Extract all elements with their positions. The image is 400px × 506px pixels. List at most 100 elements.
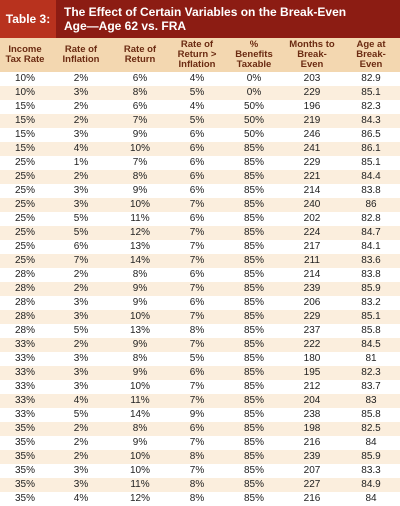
table-cell: 85% [243,157,264,168]
table-cell: 86 [365,199,377,210]
table-cell: 4% [73,395,89,406]
table-cell: 25% [14,255,35,266]
table-cell: 85.1 [361,157,381,168]
table-row: 28% 2% 8% 6% 85% 214 83.8 [0,268,400,282]
table-cell: 3% [73,87,89,98]
table-cell: 237 [303,325,321,336]
table-cell: 14% [129,409,150,420]
table-cell: 246 [303,129,321,140]
table-cell: 7% [132,115,148,126]
table-cell: 82.8 [361,213,381,224]
table-cell: 25% [14,241,35,252]
table-cell: 15% [14,115,35,126]
column-header: Income Tax Rate [5,44,45,65]
table-row: 33% 3% 10% 7% 85% 212 83.7 [0,380,400,394]
table-cell: 85% [243,185,264,196]
table-cell: 85% [243,311,264,322]
table-cell: 1% [73,157,89,168]
table-cell: 9% [132,437,148,448]
table-cell: 28% [14,325,35,336]
table-cell: 85% [243,395,264,406]
table-cell: 9% [132,185,148,196]
table-cell: 7% [189,255,205,266]
table-cell: 3% [73,311,89,322]
table-row: 15% 2% 6% 4% 50% 196 82.3 [0,100,400,114]
table-cell: 15% [14,129,35,140]
table-cell: 85.8 [361,409,381,420]
table-cell: 84 [365,437,377,448]
table-cell: 6% [73,241,89,252]
table-cell: 227 [303,479,321,490]
table-cell: 5% [73,325,89,336]
table-cell: 25% [14,227,35,238]
table-cell: 229 [303,311,321,322]
table-cell: 6% [189,213,205,224]
table-row: 15% 2% 7% 5% 50% 219 84.3 [0,114,400,128]
table-row: 35% 2% 8% 6% 85% 198 82.5 [0,422,400,436]
table-row: 35% 2% 10% 8% 85% 239 85.9 [0,450,400,464]
column-header: % Benefits Taxable [235,39,273,70]
table-cell: 85.8 [361,325,381,336]
table-cell: 85% [243,493,264,504]
table-row: 25% 6% 13% 7% 85% 217 84.1 [0,240,400,254]
table-cell: 239 [303,283,321,294]
table-cell: 11% [130,479,150,490]
table-cell: 196 [303,101,321,112]
table-cell: 28% [14,311,35,322]
table-cell: 7% [189,339,205,350]
table-row: 25% 7% 14% 7% 85% 211 83.6 [0,254,400,268]
table-cell: 35% [14,465,35,476]
table-row: 35% 4% 12% 8% 85% 216 84 [0,492,400,506]
table-cell: 8% [189,451,205,462]
table-row: 35% 2% 9% 7% 85% 216 84 [0,436,400,450]
table-cell: 28% [14,269,35,280]
table-cell: 12% [129,493,150,504]
table-cell: 212 [303,381,321,392]
table-cell: 9% [132,339,148,350]
table-cell: 3% [73,297,89,308]
table-cell: 2% [73,437,89,448]
table-cell: 9% [189,409,205,420]
table-cell: 85% [243,297,264,308]
table-cell: 195 [303,367,321,378]
table-cell: 85% [243,143,264,154]
table-cell: 7% [189,199,205,210]
table-cell: 11% [130,213,150,224]
table-cell: 35% [14,479,35,490]
table-row: 25% 2% 8% 6% 85% 221 84.4 [0,170,400,184]
table-cell: 7% [73,255,89,266]
table-cell: 33% [14,395,35,406]
table-cell: 85% [243,437,264,448]
table-cell: 85% [243,283,264,294]
table-cell: 241 [303,143,321,154]
table-cell: 3% [73,479,89,490]
table-cell: 2% [73,101,89,112]
table-cell: 33% [14,381,35,392]
table-cell: 6% [189,143,205,154]
table-cell: 5% [73,409,89,420]
table-cell: 83.3 [361,465,381,476]
table-cell: 10% [14,87,35,98]
table-row: 10% 2% 6% 4% 0% 203 82.9 [0,72,400,86]
table-row: 33% 2% 9% 7% 85% 222 84.5 [0,338,400,352]
table-cell: 83.8 [361,185,381,196]
table-cell: 85% [243,409,264,420]
table-cell: 28% [14,283,35,294]
table-cell: 216 [303,437,321,448]
table-cell: 33% [14,353,35,364]
table-cell: 2% [73,171,89,182]
table-row: 25% 3% 9% 6% 85% 214 83.8 [0,184,400,198]
table-cell: 203 [303,73,321,84]
table-row: 15% 3% 9% 6% 50% 246 86.5 [0,128,400,142]
table-cell: 82.9 [361,73,381,84]
table-cell: 50% [243,101,264,112]
table-title: The Effect of Certain Variables on the B… [64,5,347,33]
table-cell: 6% [189,423,205,434]
table-cell: 8% [189,325,205,336]
table-cell: 83.6 [361,255,381,266]
table-row: 25% 5% 11% 6% 85% 202 82.8 [0,212,400,226]
table-cell: 85% [243,171,264,182]
table-row: 33% 3% 9% 6% 85% 195 82.3 [0,366,400,380]
table-cell: 85% [243,227,264,238]
table-cell: 85% [243,241,264,252]
